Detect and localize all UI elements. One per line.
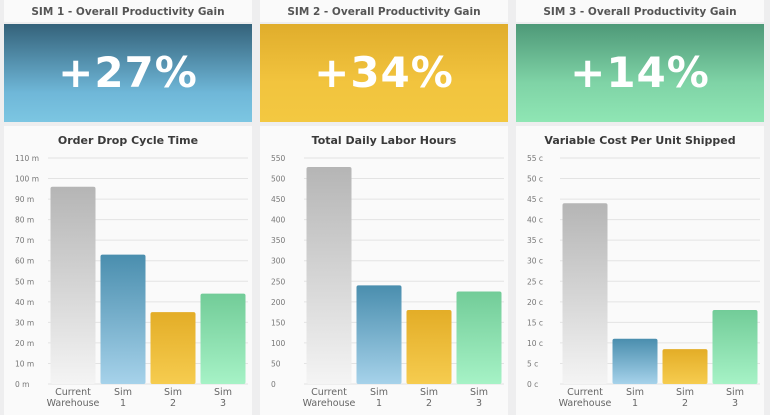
bar-sim-3 — [712, 310, 758, 384]
sim1-title: SIM 1 - Overall Productivity Gain — [4, 0, 252, 22]
y-tick-label: 300 — [271, 257, 286, 266]
x-tick-label: Warehouse — [303, 398, 356, 409]
sim2-title: SIM 2 - Overall Productivity Gain — [260, 0, 508, 22]
bar-sim-1 — [100, 254, 146, 384]
x-tick-label: Sim — [626, 387, 644, 398]
x-tick-label: 2 — [170, 398, 176, 409]
y-tick-label: 30 m — [15, 318, 34, 327]
y-tick-label: 20 c — [527, 298, 543, 307]
y-tick-label: 150 — [271, 318, 286, 327]
total-daily-labor-hours-chart: Total Daily Labor Hours 0 50 100 150 200 250 30… — [260, 126, 508, 415]
y-tick-label: 55 c — [527, 154, 543, 163]
y-tick-label: 110 m — [15, 154, 39, 163]
y-tick-label: 25 c — [527, 277, 543, 286]
x-tick-label: Sim — [164, 387, 182, 398]
chart-svg: Variable Cost Per Unit Shipped 0 c 5 c 10 c… — [527, 134, 760, 409]
y-tick-label: 0 m — [15, 380, 29, 389]
y-tick-label: 400 — [271, 216, 286, 225]
x-tick-label: Sim — [676, 387, 694, 398]
variable-cost-per-unit-chart: Variable Cost Per Unit Shipped 0 c 5 c 10 c… — [516, 126, 764, 415]
y-tick-label: 250 — [271, 277, 286, 286]
x-tick-label: 1 — [120, 398, 126, 409]
x-tick-label: Sim — [470, 387, 488, 398]
y-tick-label: 0 — [271, 380, 276, 389]
y-tick-label: 80 m — [15, 216, 34, 225]
bar-current-warehouse — [562, 203, 608, 384]
x-tick-label: Warehouse — [47, 398, 100, 409]
y-tick-label: 35 c — [527, 236, 543, 245]
y-tick-label: 0 c — [527, 380, 538, 389]
y-tick-label: 450 — [271, 195, 286, 204]
bar-current-warehouse — [50, 186, 96, 384]
x-tick-label: Current — [311, 387, 347, 398]
x-tick-label: 1 — [632, 398, 638, 409]
y-tick-label: 50 c — [527, 175, 543, 184]
bar-current-warehouse — [306, 167, 352, 384]
chart-title: Variable Cost Per Unit Shipped — [544, 134, 735, 147]
y-tick-label: 50 — [271, 359, 281, 368]
y-tick-label: 100 — [271, 339, 286, 348]
chart-title: Total Daily Labor Hours — [312, 134, 457, 147]
sim2-productivity-gain: +34% — [260, 24, 508, 122]
bar-sim-2 — [150, 312, 196, 384]
x-tick-label: Sim — [370, 387, 388, 398]
sim1-panel: SIM 1 - Overall Productivity Gain +27% O… — [4, 0, 252, 415]
sim3-panel: SIM 3 - Overall Productivity Gain +14% V… — [516, 0, 764, 415]
y-tick-label: 40 m — [15, 298, 34, 307]
y-tick-label: 200 — [271, 298, 286, 307]
y-tick-label: 50 m — [15, 277, 34, 286]
chart-svg: Total Daily Labor Hours 0 50 100 150 200 250 30… — [271, 134, 504, 409]
x-tick-label: 2 — [426, 398, 432, 409]
y-tick-label: 5 c — [527, 359, 538, 368]
x-tick-label: Current — [55, 387, 91, 398]
x-tick-label: 3 — [220, 398, 226, 409]
y-tick-label: 550 — [271, 154, 286, 163]
y-tick-label: 20 m — [15, 339, 34, 348]
y-tick-label: 10 m — [15, 359, 34, 368]
x-tick-label: 1 — [376, 398, 382, 409]
y-tick-label: 60 m — [15, 257, 34, 266]
sim3-title: SIM 3 - Overall Productivity Gain — [516, 0, 764, 22]
y-tick-label: 100 m — [15, 175, 39, 184]
y-tick-label: 500 — [271, 175, 286, 184]
bar-sim-3 — [200, 293, 246, 384]
bar-sim-3 — [456, 291, 502, 384]
y-tick-label: 10 c — [527, 339, 543, 348]
x-tick-label: 2 — [682, 398, 688, 409]
bar-sim-2 — [406, 310, 452, 384]
bar-sim-1 — [356, 285, 402, 384]
x-tick-label: Sim — [114, 387, 132, 398]
x-tick-label: Warehouse — [559, 398, 612, 409]
sim3-productivity-gain: +14% — [516, 24, 764, 122]
y-tick-label: 45 c — [527, 195, 543, 204]
y-tick-label: 70 m — [15, 236, 34, 245]
bar-sim-2 — [662, 349, 708, 384]
sim2-panel: SIM 2 - Overall Productivity Gain +34% T… — [260, 0, 508, 415]
x-tick-label: Sim — [420, 387, 438, 398]
y-tick-label: 40 c — [527, 216, 543, 225]
y-tick-label: 15 c — [527, 318, 543, 327]
y-tick-label: 350 — [271, 236, 286, 245]
x-tick-label: 3 — [476, 398, 482, 409]
sim1-productivity-gain: +27% — [4, 24, 252, 122]
bar-sim-1 — [612, 338, 658, 384]
order-drop-cycle-time-chart: Order Drop Cycle Time 0 m 10 m 20 m 30 m 40 m… — [4, 126, 252, 415]
chart-title: Order Drop Cycle Time — [58, 134, 198, 147]
x-tick-label: 3 — [732, 398, 738, 409]
x-tick-label: Sim — [726, 387, 744, 398]
y-tick-label: 90 m — [15, 195, 34, 204]
chart-svg: Order Drop Cycle Time 0 m 10 m 20 m 30 m 40 m… — [15, 134, 248, 409]
x-tick-label: Current — [567, 387, 603, 398]
y-tick-label: 30 c — [527, 257, 543, 266]
x-tick-label: Sim — [214, 387, 232, 398]
